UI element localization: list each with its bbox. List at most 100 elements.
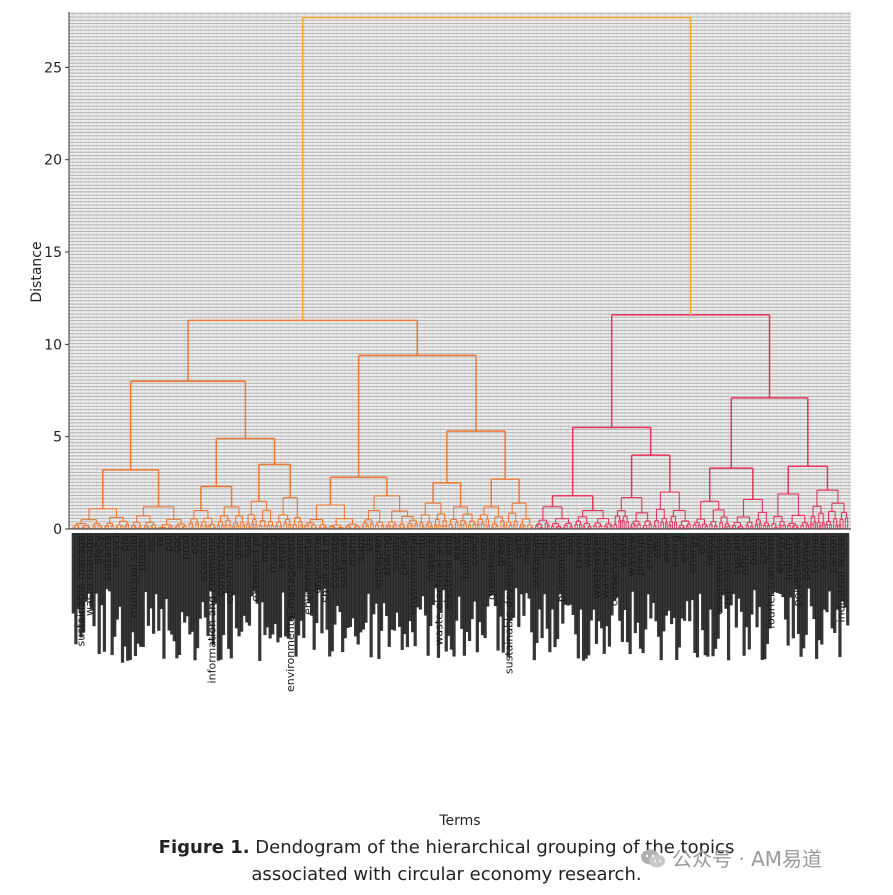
leaf-label-mark — [118, 533, 122, 607]
leaf-label: resou — [704, 535, 717, 565]
leaf-label-mark — [623, 533, 627, 611]
leaf-label-mark — [133, 533, 138, 657]
leaf-label-mark — [206, 533, 210, 636]
leaf-label-mark — [403, 533, 407, 635]
leaf-label-mark — [423, 533, 428, 616]
leaf-label-mark — [136, 533, 140, 644]
leaf-label-mark — [478, 533, 482, 623]
leaf-label-mark — [491, 533, 495, 595]
leaf-label-mark — [162, 533, 166, 659]
leaf-label: techno — [808, 535, 821, 573]
leaf-label-mark — [817, 533, 821, 641]
leaf-label-mark — [177, 533, 182, 655]
leaf-label: sustaina — [101, 535, 114, 581]
leaf-label: reproduction — [721, 535, 734, 605]
leaf-label: entrepren — [371, 535, 384, 589]
leaf-label-mark — [522, 533, 526, 616]
leaf-label: manag — [267, 535, 280, 573]
leaf-label-mark — [574, 533, 578, 635]
leaf-label-mark — [654, 533, 658, 622]
leaf-label-mark — [154, 533, 158, 595]
leaf-label-mark — [390, 533, 394, 630]
leaf-label-mark — [760, 533, 764, 660]
leaf-label-mark — [170, 533, 174, 635]
leaf-label: sustainab — [529, 535, 542, 588]
leaf-label-mark — [268, 533, 272, 639]
leaf-label-mark — [768, 533, 772, 629]
leaf-label-mark — [325, 533, 329, 630]
leaf-label-mark — [708, 533, 713, 610]
leaf-label-mark — [123, 533, 127, 647]
leaf-label-mark — [400, 533, 404, 650]
leaf-label-mark — [566, 533, 570, 606]
leaf-label-mark — [172, 533, 176, 642]
leaf-label-mark — [480, 533, 485, 636]
leaf-label: energy — [686, 535, 699, 574]
leaf-label-mark — [265, 533, 270, 628]
leaf-label: manu — [345, 535, 358, 566]
leaf-label-mark — [563, 533, 567, 605]
leaf-label-mark — [763, 533, 767, 660]
leaf-label-mark — [307, 533, 311, 604]
leaf-label-mark — [286, 533, 290, 639]
leaf-label-mark — [302, 533, 306, 638]
leaf-label-mark — [649, 533, 653, 619]
leaf-label-mark — [548, 533, 552, 653]
leaf-label-mark — [167, 533, 171, 631]
leaf-label: sustainable manage — [74, 535, 87, 647]
leaf-label-mark — [594, 533, 599, 644]
leaf-label-mark — [506, 533, 511, 658]
leaf-label-mark — [675, 533, 679, 660]
leaf-label-mark — [605, 533, 609, 627]
leaf-label: greenhouse — [485, 535, 498, 600]
leaf-label: sharing — [380, 535, 393, 576]
leaf-label-mark — [426, 533, 430, 656]
leaf-label-mark — [791, 533, 795, 639]
leaf-label-mark — [651, 533, 656, 603]
leaf-label-mark — [618, 533, 622, 621]
leaf-label-mark — [540, 533, 544, 639]
leaf-label: envir — [660, 535, 673, 563]
leaf-label-mark — [721, 533, 725, 596]
y-tick-label: 20 — [44, 153, 62, 169]
leaf-label: construction — [223, 535, 236, 603]
leaf-label-mark — [511, 533, 516, 618]
leaf-label-mark — [229, 533, 233, 659]
leaf-label-mark — [822, 533, 826, 610]
leaf-label: building — [459, 535, 472, 579]
leaf-label-mark — [110, 533, 114, 656]
leaf-label-mark — [141, 533, 145, 647]
leaf-label-mark — [786, 533, 790, 646]
leaf-label: effic — [651, 535, 664, 558]
leaf-label-mark — [690, 533, 694, 601]
leaf-label-mark — [372, 533, 376, 615]
leaf-label-mark — [278, 533, 283, 638]
leaf-label-mark — [418, 533, 422, 610]
leaf-label-mark — [185, 533, 189, 617]
leaf-label-mark — [587, 533, 591, 656]
leaf-label-mark — [556, 533, 560, 640]
leaf-label: supp — [354, 535, 367, 562]
leaf-label-mark — [840, 533, 845, 602]
leaf-label-mark — [543, 533, 547, 595]
leaf-label-mark — [550, 533, 555, 610]
leaf-label-mark — [641, 533, 645, 654]
leaf-label-mark — [180, 533, 184, 613]
leaf-label: mate — [520, 535, 533, 564]
leaf-label-mark — [76, 533, 81, 609]
leaf-label-mark — [770, 533, 775, 595]
leaf-label-mark — [151, 533, 156, 634]
leaf-label-mark — [607, 533, 612, 647]
leaf-label-mark — [799, 533, 803, 657]
leaf-label-mark — [672, 533, 676, 618]
leaf-label-mark — [644, 533, 648, 630]
leaf-label-mark — [105, 533, 109, 590]
leaf-label-mark — [745, 533, 749, 628]
leaf-label: pr — [153, 535, 166, 547]
leaf-label: sustain — [730, 535, 743, 575]
leaf-label-mark — [667, 533, 671, 611]
leaf-label-mark — [571, 533, 575, 615]
wechat-icon — [641, 849, 665, 868]
leaf-label-mark — [776, 533, 780, 593]
leaf-label: corporate — [328, 535, 341, 589]
